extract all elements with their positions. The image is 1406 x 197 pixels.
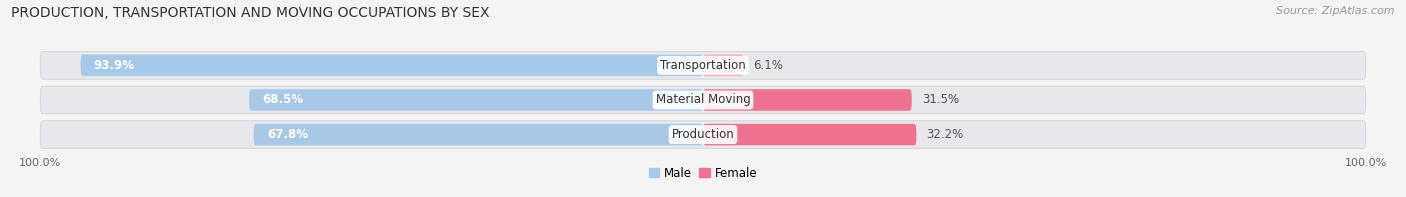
FancyBboxPatch shape: [41, 86, 1365, 114]
FancyBboxPatch shape: [41, 52, 1365, 79]
Text: Transportation: Transportation: [661, 59, 745, 72]
Text: Source: ZipAtlas.com: Source: ZipAtlas.com: [1277, 6, 1395, 16]
Text: 6.1%: 6.1%: [754, 59, 783, 72]
FancyBboxPatch shape: [41, 121, 1365, 149]
FancyBboxPatch shape: [80, 55, 703, 76]
FancyBboxPatch shape: [703, 89, 912, 111]
Text: 31.5%: 31.5%: [922, 94, 959, 107]
Text: 32.2%: 32.2%: [927, 128, 963, 141]
Text: Production: Production: [672, 128, 734, 141]
Legend: Male, Female: Male, Female: [644, 162, 762, 184]
FancyBboxPatch shape: [703, 55, 744, 76]
Text: 93.9%: 93.9%: [94, 59, 135, 72]
Text: Material Moving: Material Moving: [655, 94, 751, 107]
Text: PRODUCTION, TRANSPORTATION AND MOVING OCCUPATIONS BY SEX: PRODUCTION, TRANSPORTATION AND MOVING OC…: [11, 6, 489, 20]
Text: 68.5%: 68.5%: [262, 94, 304, 107]
FancyBboxPatch shape: [249, 89, 703, 111]
FancyBboxPatch shape: [253, 124, 703, 145]
FancyBboxPatch shape: [703, 124, 917, 145]
Text: 67.8%: 67.8%: [267, 128, 308, 141]
